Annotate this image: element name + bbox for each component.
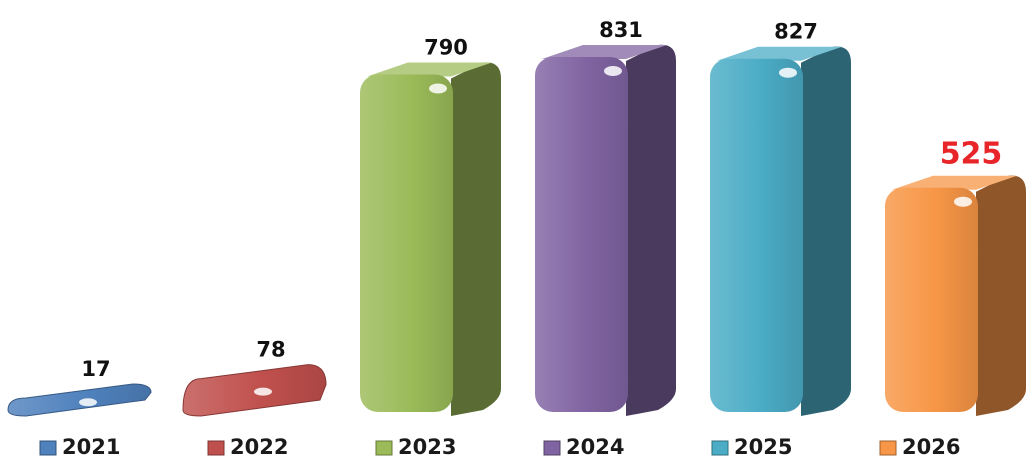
bar-2026 [885,175,1026,416]
legend-label-2024: 2024 [566,435,624,459]
legend-item-2024: 2024 [543,435,624,459]
bar-highlight-2023 [429,83,447,94]
bar-highlight-2022 [254,387,272,396]
bar-side-2025 [801,46,851,416]
bar-side-2023 [451,62,501,417]
bar-front-2025 [710,58,803,412]
bar-top-2023 [367,62,492,77]
bar-2023 [360,62,501,417]
legend-item-2021: 2021 [39,435,120,459]
legend-swatch-2025 [711,440,729,456]
legend-swatch-2023 [375,440,393,456]
bar-side-2024 [626,44,676,417]
legend: 2021 2022 2023 2024 2025 2026 [39,435,960,459]
bar-2024 [535,44,676,417]
bar-highlight-2026 [954,196,972,207]
bar-highlight-2024 [604,66,622,76]
bar-front-2022 [182,364,327,417]
legend-label-2023: 2023 [398,435,456,459]
bar-front-2026 [885,187,978,412]
data-label-2025: 827 [774,20,818,44]
bars-group [7,44,1026,417]
legend-swatch-2026 [879,440,897,456]
data-label-2024: 831 [599,18,643,42]
data-label-2022: 78 [256,338,285,362]
bar-side-2026 [976,175,1026,416]
bar-front-2024 [535,57,628,412]
bar-2022 [182,364,327,417]
legend-item-2026: 2026 [879,435,960,459]
bar-top-2025 [717,46,842,61]
bar-highlight-2025 [779,67,797,78]
data-label-2021: 17 [81,357,110,381]
data-labels-group: 17 78 790 831 827 525 [81,18,1002,381]
legend-label-2022: 2022 [230,435,288,459]
legend-label-2026: 2026 [902,435,960,459]
legend-item-2022: 2022 [207,435,288,459]
legend-swatch-2021 [39,440,57,456]
bar-front-2023 [360,74,453,412]
bar-front-2021 [7,383,152,417]
legend-item-2025: 2025 [711,435,792,459]
bar-2021 [7,383,152,417]
bar-top-2026 [892,175,1017,190]
legend-swatch-2022 [207,440,225,456]
data-label-2026: 525 [940,137,1003,172]
bar-highlight-2021 [79,398,97,407]
legend-label-2025: 2025 [734,435,792,459]
bar-2025 [710,46,851,416]
data-label-2023: 790 [424,36,468,60]
legend-label-2021: 2021 [62,435,120,459]
legend-item-2023: 2023 [375,435,456,459]
legend-swatch-2024 [543,440,561,456]
bar-top-2024 [542,45,667,59]
